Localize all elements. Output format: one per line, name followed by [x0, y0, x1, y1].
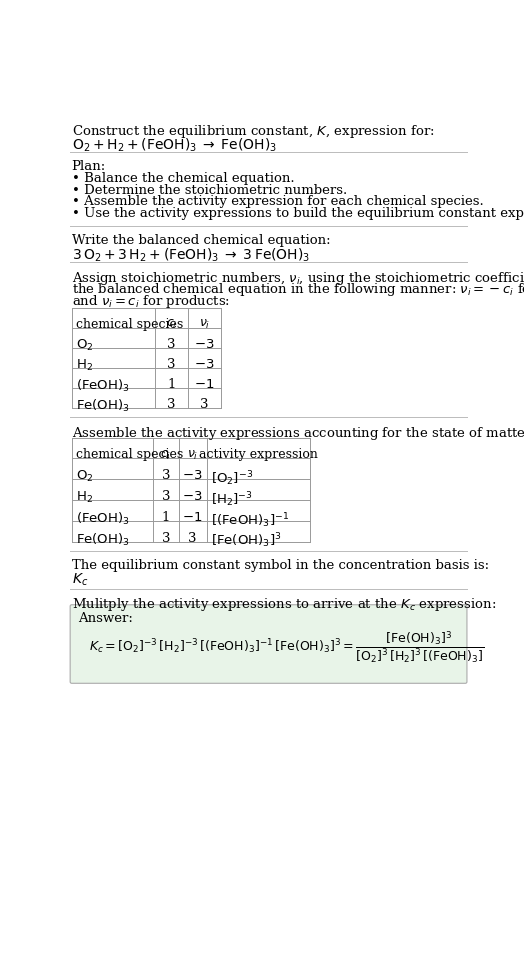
- Text: $\nu_i$: $\nu_i$: [199, 317, 210, 331]
- Text: $\mathrm{Fe(OH)_3}$: $\mathrm{Fe(OH)_3}$: [75, 398, 129, 414]
- Text: $\mathrm{H_2}$: $\mathrm{H_2}$: [75, 358, 93, 373]
- Text: the balanced chemical equation in the following manner: $\nu_i = -c_i$ for react: the balanced chemical equation in the fo…: [72, 282, 524, 298]
- Text: Plan:: Plan:: [72, 159, 106, 173]
- Text: $-3$: $-3$: [182, 490, 203, 503]
- Text: $[\mathrm{H_2}]^{-3}$: $[\mathrm{H_2}]^{-3}$: [211, 490, 253, 509]
- Text: • Assemble the activity expression for each chemical species.: • Assemble the activity expression for e…: [72, 195, 484, 208]
- Text: • Determine the stoichiometric numbers.: • Determine the stoichiometric numbers.: [72, 183, 347, 197]
- Text: Write the balanced chemical equation:: Write the balanced chemical equation:: [72, 234, 330, 247]
- Text: $-3$: $-3$: [194, 358, 214, 371]
- Text: • Balance the chemical equation.: • Balance the chemical equation.: [72, 172, 294, 185]
- Text: $[\mathrm{Fe(OH)_3}]^3$: $[\mathrm{Fe(OH)_3}]^3$: [211, 532, 282, 550]
- Text: $\mathrm{H_2}$: $\mathrm{H_2}$: [75, 490, 93, 505]
- Text: $[(\mathrm{FeOH})_3]^{-1}$: $[(\mathrm{FeOH})_3]^{-1}$: [211, 510, 289, 530]
- Text: 3: 3: [161, 469, 170, 482]
- Text: 3: 3: [200, 398, 209, 411]
- Text: Mulitply the activity expressions to arrive at the $K_c$ expression:: Mulitply the activity expressions to arr…: [72, 596, 496, 614]
- Text: $c_i$: $c_i$: [160, 449, 171, 461]
- Text: 3: 3: [168, 398, 176, 411]
- Text: $\nu_i$: $\nu_i$: [187, 449, 198, 461]
- Text: chemical species: chemical species: [75, 449, 183, 461]
- Text: $\mathrm{O_2 + H_2 + (FeOH)_3 \;\rightarrow\; Fe(OH)_3}$: $\mathrm{O_2 + H_2 + (FeOH)_3 \;\rightar…: [72, 137, 277, 154]
- Text: $-1$: $-1$: [194, 378, 214, 391]
- Text: $-3$: $-3$: [182, 469, 203, 482]
- Text: $K_c = [\mathrm{O_2}]^{-3}\,[\mathrm{H_2}]^{-3}\,[(\mathrm{FeOH})_3]^{-1}\,[\mat: $K_c = [\mathrm{O_2}]^{-3}\,[\mathrm{H_2…: [89, 629, 484, 665]
- Text: $K_c$: $K_c$: [72, 571, 88, 588]
- Text: $c_i$: $c_i$: [166, 317, 177, 331]
- Text: Construct the equilibrium constant, $K$, expression for:: Construct the equilibrium constant, $K$,…: [72, 124, 434, 141]
- Text: Answer:: Answer:: [78, 612, 133, 624]
- Text: $\mathrm{3\,O_2 + 3\,H_2 + (FeOH)_3 \;\rightarrow\; 3\,Fe(OH)_3}$: $\mathrm{3\,O_2 + 3\,H_2 + (FeOH)_3 \;\r…: [72, 247, 310, 264]
- Text: 1: 1: [168, 378, 176, 391]
- Text: chemical species: chemical species: [75, 317, 183, 331]
- FancyBboxPatch shape: [70, 605, 467, 683]
- Text: Assign stoichiometric numbers, $\nu_i$, using the stoichiometric coefficients, $: Assign stoichiometric numbers, $\nu_i$, …: [72, 270, 524, 287]
- Text: 3: 3: [161, 532, 170, 544]
- Text: $\mathrm{Fe(OH)_3}$: $\mathrm{Fe(OH)_3}$: [75, 532, 129, 548]
- Text: 3: 3: [161, 490, 170, 503]
- Text: • Use the activity expressions to build the equilibrium constant expression.: • Use the activity expressions to build …: [72, 207, 524, 220]
- Text: $\mathrm{(FeOH)_3}$: $\mathrm{(FeOH)_3}$: [75, 378, 129, 394]
- Text: Assemble the activity expressions accounting for the state of matter and $\nu_i$: Assemble the activity expressions accoun…: [72, 425, 524, 442]
- Text: 3: 3: [188, 532, 197, 544]
- Text: $-1$: $-1$: [182, 510, 203, 524]
- Text: $\mathrm{(FeOH)_3}$: $\mathrm{(FeOH)_3}$: [75, 510, 129, 527]
- Text: 3: 3: [168, 338, 176, 351]
- Text: $\mathrm{O_2}$: $\mathrm{O_2}$: [75, 469, 93, 484]
- Text: and $\nu_i = c_i$ for products:: and $\nu_i = c_i$ for products:: [72, 293, 230, 310]
- Text: 1: 1: [162, 510, 170, 524]
- Text: $\mathrm{O_2}$: $\mathrm{O_2}$: [75, 338, 93, 353]
- Text: 3: 3: [168, 358, 176, 371]
- Text: activity expression: activity expression: [199, 449, 318, 461]
- Text: $-3$: $-3$: [194, 338, 214, 351]
- Text: $[\mathrm{O_2}]^{-3}$: $[\mathrm{O_2}]^{-3}$: [211, 469, 254, 488]
- Text: The equilibrium constant symbol in the concentration basis is:: The equilibrium constant symbol in the c…: [72, 559, 489, 571]
